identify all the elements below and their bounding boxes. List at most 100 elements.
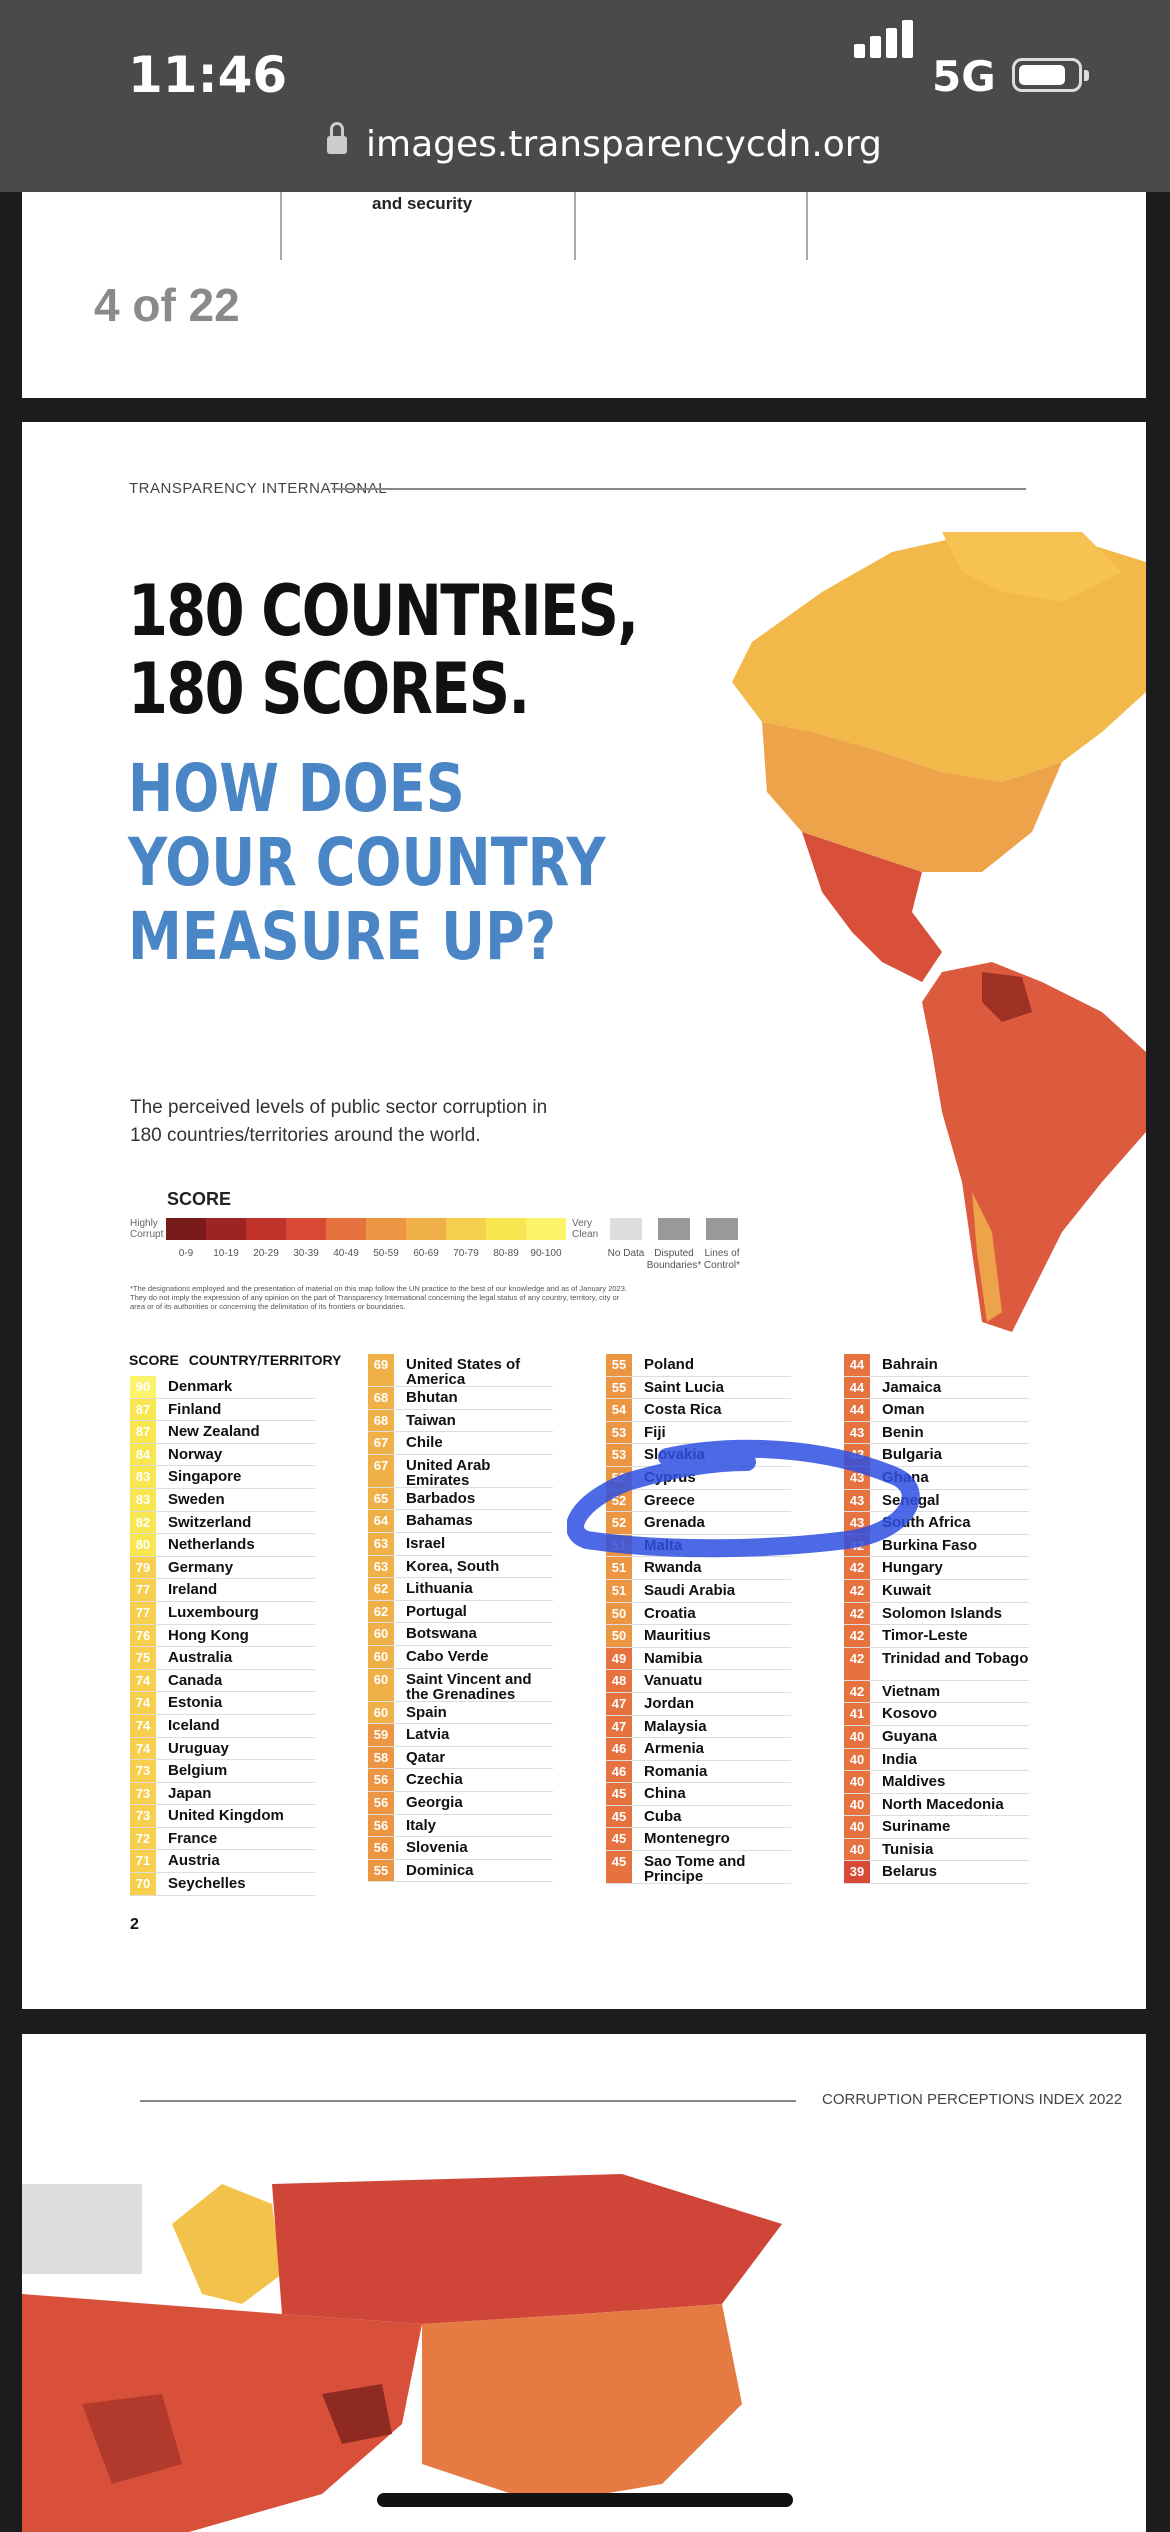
country-cell: Mauritius: [644, 1627, 711, 1645]
score-cell: 41: [844, 1703, 870, 1725]
country-cell: Seychelles: [168, 1875, 246, 1893]
table-row: 50 Mauritius: [606, 1625, 791, 1648]
country-cell: New Zealand: [168, 1423, 260, 1441]
score-cell: 79: [130, 1556, 156, 1579]
country-cell: Jamaica: [882, 1378, 942, 1396]
legend-tick: 70-79: [453, 1248, 479, 1259]
country-cell: Switzerland: [168, 1513, 252, 1531]
legend-tick: 80-89: [493, 1248, 519, 1259]
table-row: 40 Suriname: [844, 1816, 1029, 1839]
score-cell: 87: [130, 1421, 156, 1443]
country-cell: Montenegro: [644, 1830, 730, 1848]
table-row: 58 Qatar: [368, 1746, 553, 1770]
legend-tick: 60-69: [413, 1248, 439, 1259]
table-row: 73 Japan: [130, 1782, 315, 1806]
country-cell: Denmark: [168, 1378, 233, 1395]
table-row: 44 Oman: [844, 1399, 1029, 1422]
country-cell: Sao Tome and Principe: [644, 1853, 746, 1886]
score-cell: 60: [368, 1668, 394, 1701]
score-cell: 68: [368, 1387, 394, 1409]
score-cell: 87: [130, 1398, 156, 1421]
country-cell: Rwanda: [644, 1559, 702, 1577]
country-cell: Guyana: [882, 1727, 938, 1745]
country-cell: Belgium: [168, 1762, 228, 1780]
home-indicator[interactable]: [377, 2493, 793, 2507]
country-cell: Botswana: [406, 1625, 477, 1643]
table-row: 87 New Zealand: [130, 1421, 315, 1444]
no-data-label: No Data: [607, 1248, 645, 1259]
score-cell: 59: [368, 1724, 394, 1746]
score-cell: 48: [606, 1670, 632, 1692]
table-row: 40 North Macedonia: [844, 1793, 1029, 1817]
country-cell: Italy: [406, 1816, 437, 1834]
score-cell: 77: [130, 1601, 156, 1624]
description: The perceived levels of public sector co…: [130, 1097, 548, 1146]
table-row: 90 Denmark: [130, 1376, 315, 1399]
table-row: 47 Malaysia: [606, 1715, 791, 1739]
score-cell: 56: [368, 1769, 394, 1791]
country-cell: France: [168, 1829, 218, 1847]
country-cell: Vanuatu: [644, 1672, 703, 1690]
table-row: 46 Romania: [606, 1760, 791, 1784]
country-cell: United States of America: [406, 1356, 521, 1388]
table-row: 51 Rwanda: [606, 1557, 791, 1580]
country-cell: United Kingdom: [168, 1807, 284, 1825]
table-row: 74 Estonia: [130, 1692, 315, 1715]
score-cell: 67: [368, 1432, 394, 1454]
score-cell: 90: [130, 1376, 156, 1398]
score-cell: 65: [368, 1487, 394, 1510]
score-cell: 83: [130, 1488, 156, 1511]
table-row: 51 Saudi Arabia: [606, 1579, 791, 1603]
header-rule: [332, 488, 1026, 490]
table-row: 77 Luxembourg: [130, 1601, 315, 1625]
table-row: 40 Maldives: [844, 1771, 1029, 1794]
country-cell: United Arab Emirates: [406, 1456, 491, 1489]
legend-low-label: Highly Corrupt: [130, 1218, 164, 1240]
score-cell: 44: [844, 1354, 870, 1376]
americas-map-image: [732, 532, 1146, 1332]
table-row: 74 Canada: [130, 1669, 315, 1693]
score-cell: 50: [606, 1602, 632, 1625]
country-cell: Vietnam: [882, 1682, 941, 1700]
country-cell: Slovenia: [406, 1839, 468, 1857]
score-cell: 83: [130, 1466, 156, 1488]
url-bar[interactable]: images.transparencycdn.org: [366, 124, 882, 165]
table-row: 42 Vietnam: [844, 1680, 1029, 1704]
score-cell: 69: [368, 1354, 394, 1386]
legend-tick: 90-100: [530, 1248, 562, 1259]
country-cell: Maldives: [882, 1773, 946, 1791]
score-cell: 80: [130, 1534, 156, 1556]
table-row: 69 United States of America: [368, 1354, 553, 1387]
table-row: 84 Norway: [130, 1443, 315, 1467]
lines-of-control-swatch: [706, 1218, 738, 1240]
legend-tick: 20-29: [253, 1248, 279, 1259]
legend-tick: 40-49: [333, 1248, 359, 1259]
table-row: 54 Costa Rica: [606, 1399, 791, 1422]
table-row: 39 Belarus: [844, 1861, 1029, 1885]
legend-high-label: Very Clean: [572, 1218, 599, 1240]
country-cell: Suriname: [882, 1818, 951, 1836]
table-row: 47 Jordan: [606, 1692, 791, 1716]
table-row: 49 Namibia: [606, 1647, 791, 1671]
table-row: 77 Ireland: [130, 1579, 315, 1602]
score-cell: 73: [130, 1782, 156, 1805]
table-row: 80 Netherlands: [130, 1534, 315, 1557]
score-cell: 56: [368, 1814, 394, 1837]
country-cell: Solomon Islands: [882, 1604, 1003, 1622]
legend-swatch-8: [486, 1218, 526, 1240]
legend-swatch-0: [166, 1218, 206, 1240]
table-row: 65 Barbados: [368, 1487, 553, 1511]
score-column-2: 69 United States of America 68 Bhutan 68 Taiw…: [368, 1354, 553, 1883]
score-cell: 46: [606, 1760, 632, 1783]
score-cell: 55: [606, 1354, 632, 1376]
score-cell: 42: [844, 1625, 870, 1647]
score-cell: 51: [606, 1557, 632, 1579]
table-row: 74 Uruguay: [130, 1737, 315, 1761]
score-cell: 42: [844, 1602, 870, 1625]
country-cell: Tunisia: [882, 1840, 934, 1858]
country-cell: Korea, South: [406, 1557, 500, 1575]
table-row: 87 Finland: [130, 1398, 315, 1422]
country-cell: Iceland: [168, 1716, 220, 1734]
legend-tick: 50-59: [373, 1248, 399, 1259]
table-row: 43 Benin: [844, 1421, 1029, 1445]
